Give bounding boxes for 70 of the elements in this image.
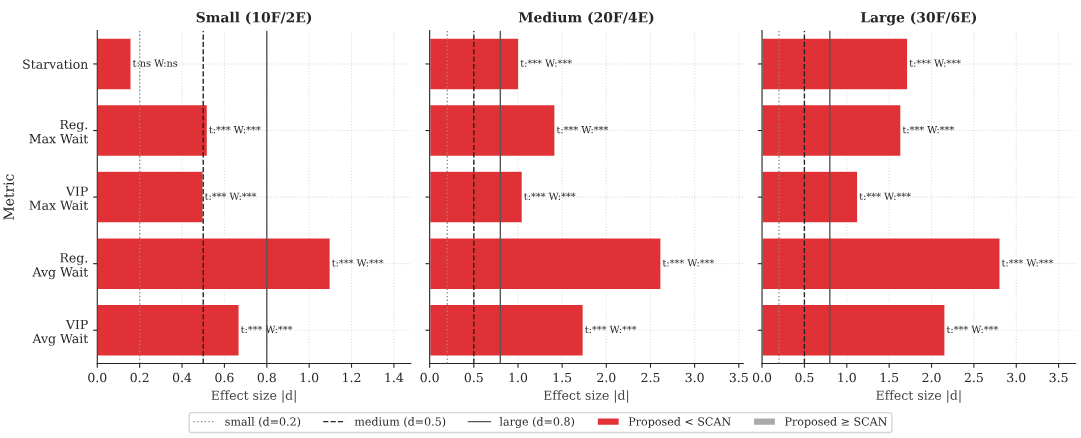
x-tick-label: 1.4 — [385, 372, 404, 383]
bar — [429, 170, 524, 224]
x-tick-label: 0.6 — [215, 372, 234, 383]
x-tick-label: 2.5 — [964, 372, 983, 383]
x-tick-label: 0.4 — [172, 372, 192, 383]
data-label: t:*** W:*** — [524, 192, 576, 200]
bar — [429, 237, 662, 291]
bar — [97, 37, 132, 91]
x-axis-title: Effect size |d| — [211, 390, 296, 403]
x-tick-label: 0.2 — [130, 372, 149, 383]
x-tick-label: 0.0 — [420, 372, 439, 383]
legend-label: Proposed ≥ SCAN — [785, 417, 887, 428]
y-tick-label: VIP Avg Wait — [32, 319, 89, 346]
chart-title: Large (30F/6E) — [860, 11, 977, 26]
x-tick-label: 0.5 — [464, 372, 483, 383]
data-label: t:*** W:*** — [946, 325, 999, 334]
x-tick-label: 3.5 — [729, 372, 748, 383]
x-tick-label: 3.0 — [1007, 372, 1026, 383]
data-label: t:*** W:*** — [585, 325, 637, 334]
x-tick-label: 1.5 — [880, 372, 899, 383]
bar — [762, 103, 902, 158]
x-axis-title: Effect size |d| — [876, 390, 961, 403]
bar — [762, 303, 946, 357]
data-label: t:*** W:*** — [1001, 259, 1054, 267]
data-label: t:*** W:*** — [556, 125, 609, 134]
x-tick-label: 3.0 — [685, 372, 704, 383]
bar — [97, 103, 209, 158]
data-label: t:*** W:*** — [204, 192, 257, 200]
bar — [97, 303, 240, 357]
bar — [762, 237, 1001, 291]
data-label: t:*** W:*** — [662, 259, 715, 267]
x-tick-label: 0.0 — [88, 372, 107, 383]
bar — [762, 170, 859, 224]
legend-label: medium (d=0.5) — [354, 417, 446, 428]
bar — [97, 170, 204, 224]
data-label: t:ns W:ns — [132, 59, 178, 67]
y-tick-label: Reg. Max Wait — [29, 119, 89, 144]
x-tick-label: 2.5 — [641, 372, 660, 383]
x-tick-label: 3.5 — [1049, 372, 1068, 383]
x-tick-label: 1.0 — [838, 372, 856, 383]
data-label: t:*** W:*** — [520, 59, 572, 67]
x-tick-label: 1.2 — [343, 372, 361, 383]
y-tick-label: Starvation — [23, 59, 88, 69]
bar — [429, 303, 585, 357]
bar — [762, 37, 909, 91]
x-tick-label: 0.0 — [752, 372, 772, 383]
chart-title: Medium (20F/4E) — [518, 11, 654, 25]
data-label: t:*** W:*** — [209, 125, 261, 134]
legend-label: small (d=0.2) — [225, 417, 301, 428]
x-tick-label: 2.0 — [597, 372, 616, 383]
legend-label: Proposed < SCAN — [628, 417, 731, 428]
x-tick-label: 1.0 — [509, 372, 528, 383]
x-tick-label: 1.5 — [553, 372, 572, 383]
y-tick-label: VIP Max Wait — [29, 186, 89, 210]
bar — [97, 237, 332, 291]
data-label: t:*** W:*** — [902, 125, 955, 134]
bar — [429, 103, 556, 158]
x-tick-label: 0.5 — [795, 372, 814, 383]
legend-label: large (d=0.8) — [499, 417, 575, 428]
x-tick-label: 1.0 — [300, 372, 319, 383]
chart-title: Small (10F/2E) — [196, 11, 312, 25]
data-label: t:*** W:*** — [909, 59, 961, 67]
x-tick-label: 2.0 — [922, 372, 941, 383]
y-tick-label: Reg. Avg Wait — [32, 253, 89, 280]
bar — [429, 37, 520, 91]
y-axis-title: Metric — [3, 174, 14, 220]
data-label: t:*** W:*** — [332, 259, 384, 267]
x-tick-label: 0.8 — [257, 372, 276, 383]
data-label: t:*** W:*** — [859, 192, 911, 200]
x-axis-title: Effect size |d| — [543, 390, 629, 403]
